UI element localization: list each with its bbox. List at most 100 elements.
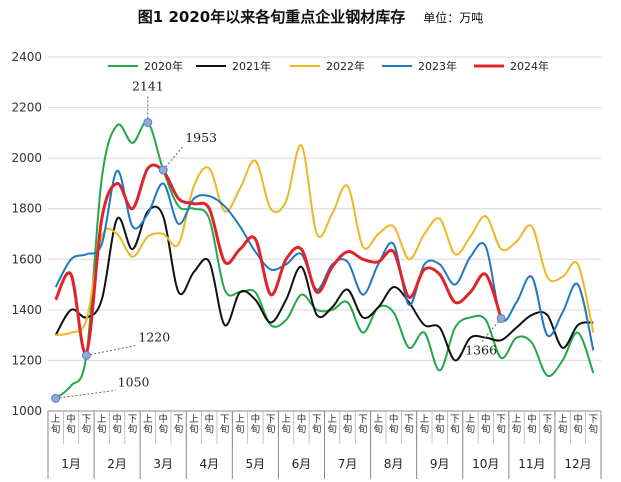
annotation-label: 1050	[118, 374, 150, 389]
x-tick-label: 下	[542, 414, 552, 425]
x-tick-label: 旬	[312, 424, 322, 436]
x-tick-label: 中	[205, 413, 215, 425]
chart-title-text: 图1 2020年以来各旬重点企业钢材库存	[137, 8, 406, 26]
x-tick-label: 旬	[420, 424, 430, 436]
x-tick-label: 旬	[527, 424, 537, 436]
legend-label: 2021年	[232, 59, 271, 73]
month-label: 6月	[292, 457, 312, 471]
month-label: 4月	[199, 457, 219, 471]
x-tick-label: 旬	[82, 424, 92, 436]
x-tick-label: 上	[558, 414, 568, 425]
x-tick-label: 下	[174, 414, 184, 425]
x-tick-label: 上	[374, 414, 384, 425]
x-tick-label: 下	[82, 414, 92, 425]
x-tick-label: 下	[496, 414, 506, 425]
x-tick-label: 中	[573, 413, 583, 425]
month-label: 3月	[153, 457, 173, 471]
y-tick-label: 2400	[11, 50, 42, 64]
y-tick-label: 2200	[11, 101, 42, 115]
x-tick-label: 旬	[174, 424, 184, 436]
x-tick-label: 旬	[158, 424, 168, 436]
x-tick-label: 旬	[266, 424, 276, 436]
annotation-marker	[496, 313, 506, 323]
x-tick-label: 旬	[389, 424, 399, 436]
annotation-leader	[86, 344, 137, 356]
x-tick-label: 旬	[205, 424, 215, 436]
x-tick-label: 旬	[542, 424, 552, 436]
x-tick-label: 旬	[112, 424, 122, 436]
x-tick-label: 旬	[220, 424, 230, 436]
series-line-2020	[55, 121, 595, 400]
x-tick-label: 下	[128, 414, 138, 425]
x-tick-label: 旬	[66, 424, 76, 436]
x-tick-label: 上	[51, 414, 61, 425]
x-tick-label: 中	[112, 413, 122, 425]
x-tick-label: 中	[158, 413, 168, 425]
x-tick-label: 中	[343, 413, 353, 425]
x-tick-label: 上	[235, 414, 245, 425]
x-tick-label: 上	[189, 414, 199, 425]
x-tick-label: 下	[450, 414, 460, 425]
x-tick-label: 旬	[481, 424, 491, 436]
x-tick-label: 旬	[466, 424, 476, 436]
chart-title: 图1 2020年以来各旬重点企业钢材库存 单位：万吨	[0, 6, 621, 27]
series-line-2024	[54, 163, 503, 355]
x-tick-label: 旬	[51, 424, 61, 436]
x-tick-label: 旬	[327, 424, 337, 436]
x-tick-label: 旬	[235, 424, 245, 436]
x-tick-label: 中	[251, 413, 261, 425]
series-line-2022	[55, 144, 595, 337]
annotation-label: 1953	[185, 130, 217, 145]
x-tick-label: 中	[435, 413, 445, 425]
y-tick-label: 1200	[11, 353, 42, 367]
annotation-marker	[143, 117, 153, 127]
x-tick-label: 上	[327, 414, 337, 425]
y-tick-label: 1800	[11, 202, 42, 216]
x-tick-label: 中	[527, 413, 537, 425]
x-tick-label: 下	[404, 414, 414, 425]
y-tick-label: 1400	[11, 303, 42, 317]
x-tick-label: 旬	[558, 424, 568, 436]
y-tick-label: 1600	[11, 252, 42, 266]
x-tick-label: 旬	[496, 424, 506, 436]
x-tick-label: 旬	[189, 424, 199, 436]
month-label: 10月	[472, 457, 499, 471]
x-tick-label: 下	[589, 414, 599, 425]
x-tick-label: 旬	[435, 424, 445, 436]
x-tick-label: 旬	[512, 424, 522, 436]
x-tick-label: 下	[312, 414, 322, 425]
annotation-marker	[81, 350, 91, 360]
x-tick-label: 旬	[128, 424, 138, 436]
annotation-leader	[162, 145, 184, 171]
x-tick-label: 上	[512, 414, 522, 425]
x-tick-label: 旬	[297, 424, 307, 436]
month-label: 9月	[430, 457, 450, 471]
month-label: 7月	[338, 457, 358, 471]
annotation-label: 1220	[138, 329, 170, 344]
annotation-label: 2141	[132, 78, 164, 93]
x-tick-label: 上	[466, 414, 476, 425]
x-tick-label: 旬	[343, 424, 353, 436]
x-tick-label: 旬	[251, 424, 261, 436]
y-tick-label: 2000	[11, 151, 42, 165]
x-tick-label: 旬	[281, 424, 291, 436]
chart-unit: 单位：万吨	[423, 11, 484, 25]
x-tick-label: 旬	[358, 424, 368, 436]
x-tick-label: 上	[143, 414, 153, 425]
x-tick-label: 中	[481, 413, 491, 425]
month-label: 5月	[246, 457, 266, 471]
month-label: 2月	[107, 457, 127, 471]
annotation-label: 1366	[465, 342, 497, 357]
y-tick-label: 1000	[11, 404, 42, 418]
month-label: 1月	[61, 457, 81, 471]
x-tick-label: 中	[66, 413, 76, 425]
x-tick-label: 旬	[374, 424, 384, 436]
x-tick-label: 旬	[450, 424, 460, 436]
x-tick-label: 旬	[573, 424, 583, 436]
x-tick-label: 上	[281, 414, 291, 425]
x-tick-label: 旬	[143, 424, 153, 436]
month-label: 8月	[384, 457, 404, 471]
legend-label: 2024年	[510, 59, 549, 73]
